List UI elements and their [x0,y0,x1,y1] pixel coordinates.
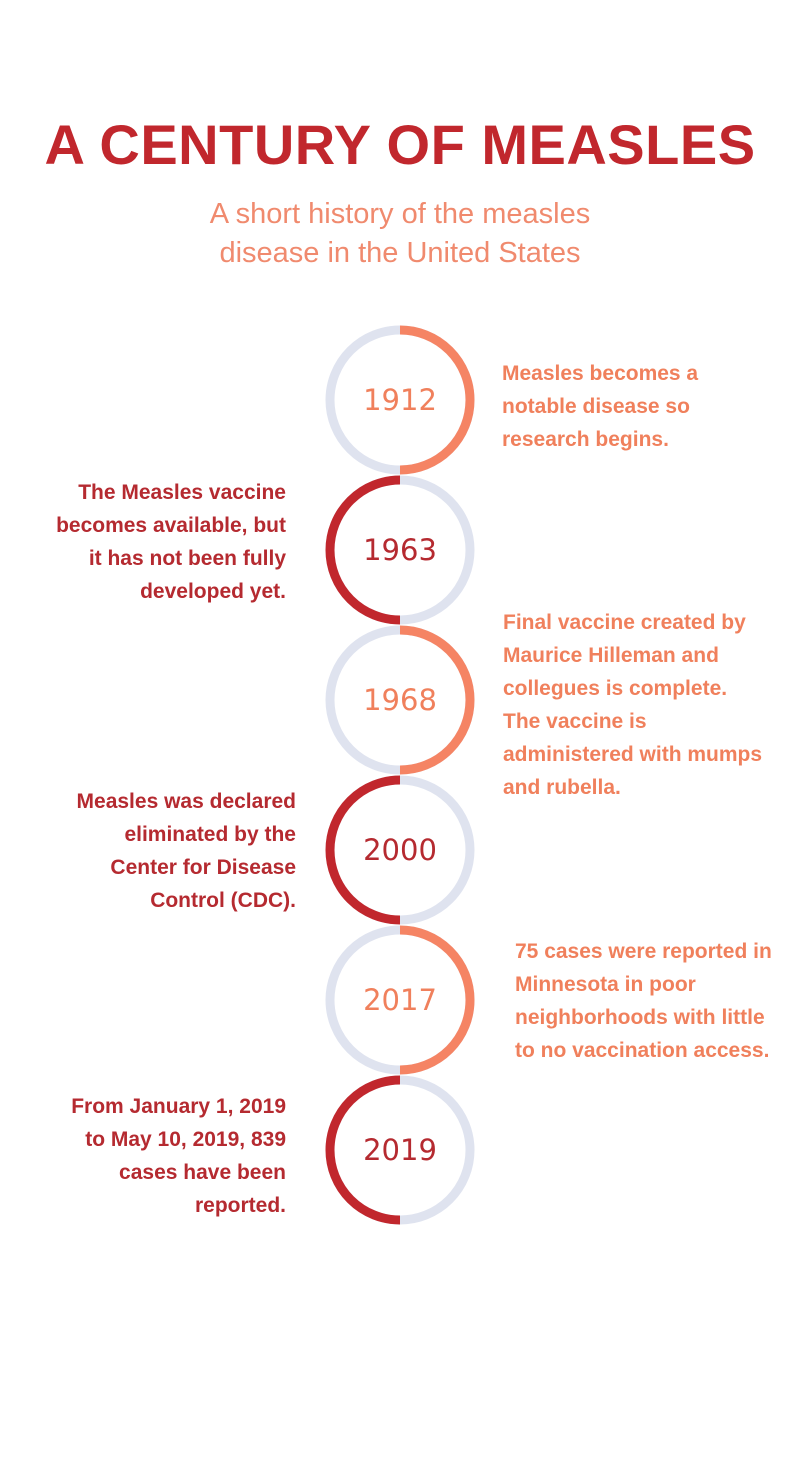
timeline-year: 1963 [363,533,437,567]
timeline-circle-1968: 1968 [324,624,476,776]
timeline-note-1912: Measles becomes a notable disease so res… [502,362,699,451]
ring-graphic [325,925,475,1075]
timeline-year: 2017 [363,983,437,1017]
timeline-circle-1963: 1963 [324,474,476,626]
timeline-circle-2000: 2000 [324,774,476,926]
ring-graphic [325,775,475,925]
timeline-circle-1912: 1912 [324,324,476,476]
timeline-year: 1968 [363,683,437,717]
timeline-note-2000: Measles was declared eliminated by the C… [76,790,296,912]
timeline-year: 2019 [363,1133,437,1167]
page-title: A CENTURY OF MEASLES [44,113,756,176]
timeline-note-2017: 75 cases were reported in Minnesota in p… [515,940,772,1062]
timeline-note-1963: The Measles vaccine becomes available, b… [56,481,286,603]
timeline-circle-2017: 2017 [324,924,476,1076]
page-subtitle: A short history of the measles disease i… [209,198,591,269]
timeline-note-2019: From January 1, 2019 to May 10, 2019, 83… [71,1095,286,1217]
timeline-year: 1912 [363,383,437,417]
ring-graphic [325,475,475,625]
ring-graphic [325,625,475,775]
timeline-circle-2019: 2019 [324,1074,476,1226]
timeline-note-1968: Final vaccine created by Maurice Hillema… [503,611,763,799]
timeline-year: 2000 [363,833,437,867]
ring-graphic [325,325,475,475]
ring-graphic [325,1075,475,1225]
